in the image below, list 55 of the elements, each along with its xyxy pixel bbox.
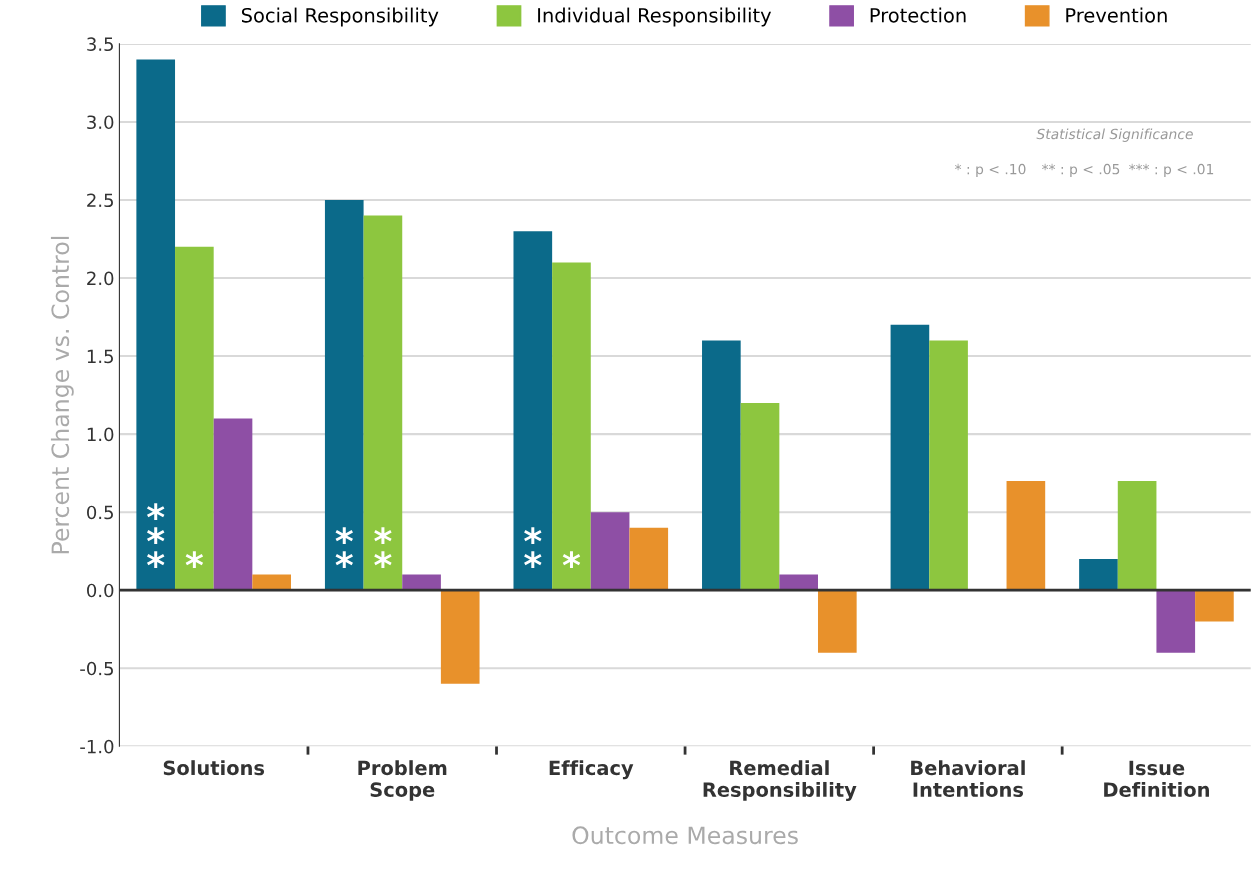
bar bbox=[817, 590, 857, 653]
y-tick-label: -0.5 bbox=[80, 661, 113, 676]
annotation: * * bbox=[374, 527, 392, 568]
bar bbox=[440, 590, 480, 684]
bar bbox=[890, 324, 930, 591]
bar bbox=[702, 340, 741, 591]
bar bbox=[929, 340, 968, 591]
y-tick-label: 2.5 bbox=[87, 193, 113, 208]
annotation: * * bbox=[524, 527, 542, 568]
bar bbox=[363, 215, 403, 591]
x-tick-label: Problem Scope bbox=[358, 760, 447, 801]
legend-label: Social Responsibility bbox=[241, 7, 439, 27]
bar bbox=[740, 402, 780, 591]
bar bbox=[213, 418, 253, 591]
bar bbox=[552, 262, 591, 591]
bar bbox=[590, 512, 630, 591]
bar bbox=[513, 231, 553, 591]
bar bbox=[629, 527, 669, 591]
y-tick-label: -1.0 bbox=[80, 739, 114, 754]
annotation: Statistical Significance bbox=[1036, 128, 1193, 142]
annotation: * bbox=[185, 551, 204, 568]
annotation: * bbox=[562, 551, 581, 568]
annotation: *** : p < .01 bbox=[1129, 163, 1214, 178]
x-tick-label: Solutions bbox=[163, 760, 265, 776]
x-axis-title: Outcome Measures bbox=[572, 826, 798, 845]
y-tick-label: 1.5 bbox=[87, 349, 113, 364]
bar bbox=[1079, 558, 1118, 591]
x-tick-label: Behavioral Intentions bbox=[911, 760, 1025, 798]
y-tick-label: 1.0 bbox=[87, 427, 114, 442]
bar bbox=[136, 59, 176, 591]
x-tick-label: Issue Definition bbox=[1104, 760, 1209, 798]
bar bbox=[1156, 590, 1196, 653]
annotation: ** : p < .05 bbox=[1042, 163, 1120, 178]
bar bbox=[1006, 480, 1046, 591]
bar bbox=[324, 199, 364, 591]
y-tick-label: 0.5 bbox=[87, 505, 113, 520]
annotation: * * * bbox=[146, 503, 165, 568]
x-tick-label: Remedial Responsibility bbox=[703, 760, 857, 801]
annotation: * : p < .10 bbox=[955, 163, 1026, 178]
legend-label: Individual Responsibility bbox=[538, 7, 772, 27]
x-tick-label: Efficacy bbox=[549, 760, 634, 780]
y-tick-label: 3.5 bbox=[87, 37, 113, 52]
bar bbox=[175, 246, 214, 591]
legend-label: Protection bbox=[870, 7, 966, 23]
annotation: * * bbox=[335, 527, 353, 568]
bar bbox=[252, 574, 291, 591]
bar bbox=[402, 574, 441, 591]
y-tick-label: 3.0 bbox=[87, 115, 114, 130]
bar bbox=[1117, 480, 1157, 591]
y-tick-label: 0.0 bbox=[87, 583, 114, 598]
y-axis-title: Percent Change vs. Control bbox=[50, 236, 74, 554]
legend-label: Prevention bbox=[1066, 7, 1167, 23]
bar bbox=[779, 574, 818, 591]
y-tick-label: 2.0 bbox=[87, 271, 114, 286]
bar bbox=[1195, 590, 1234, 622]
